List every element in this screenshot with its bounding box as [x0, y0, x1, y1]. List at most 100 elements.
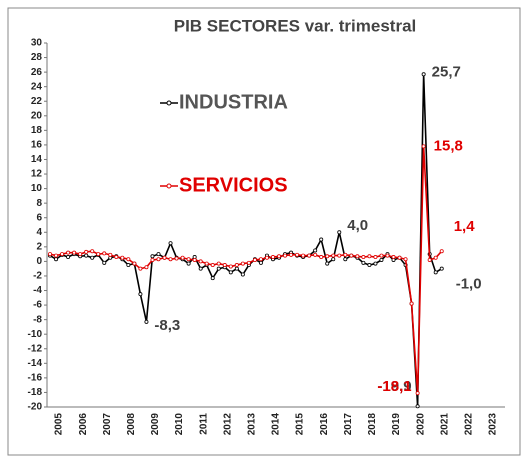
point — [132, 261, 137, 266]
value-label: 15,8 — [434, 137, 463, 154]
point — [343, 257, 348, 262]
point — [54, 257, 59, 262]
point — [331, 253, 336, 258]
point — [427, 257, 432, 262]
point — [66, 255, 71, 260]
point — [295, 252, 300, 257]
y-tick-label: 18 — [31, 125, 43, 136]
point — [385, 253, 390, 258]
point — [313, 252, 318, 257]
y-tick-label: -12 — [28, 343, 43, 354]
point — [319, 255, 324, 260]
y-tick-label: -16 — [28, 373, 43, 384]
point — [138, 292, 143, 297]
y-tick-label: -14 — [28, 358, 43, 369]
point — [72, 250, 77, 255]
legend-marker — [166, 183, 172, 189]
x-tick-label: 2007 — [102, 413, 113, 436]
point — [150, 254, 155, 259]
y-tick-label: -8 — [33, 314, 42, 325]
point — [48, 252, 53, 257]
point — [120, 255, 125, 260]
chart-frame — [7, 7, 521, 456]
x-tick-label: 2009 — [150, 413, 161, 436]
point — [367, 254, 372, 259]
y-tick-label: 28 — [31, 52, 43, 63]
point — [210, 276, 215, 281]
point — [102, 251, 107, 256]
y-tick-label: -10 — [28, 329, 43, 340]
x-tick-label: 2012 — [222, 413, 233, 436]
point — [84, 253, 89, 258]
x-tick-label: 2018 — [367, 413, 378, 436]
point — [391, 255, 396, 260]
point — [439, 249, 444, 254]
x-tick-label: 2016 — [319, 413, 330, 436]
point — [198, 266, 203, 271]
point — [138, 266, 143, 271]
point — [144, 319, 149, 324]
legend-label: SERVICIOS — [179, 174, 288, 196]
point — [403, 257, 408, 262]
point — [409, 301, 414, 306]
point — [373, 261, 378, 266]
point — [180, 255, 185, 260]
x-tick-label: 2013 — [247, 413, 258, 436]
point — [144, 265, 149, 270]
point — [186, 257, 191, 262]
point — [216, 261, 221, 266]
point — [222, 263, 227, 268]
point — [421, 72, 426, 77]
point — [319, 237, 324, 242]
point — [421, 144, 426, 149]
chart-title: PIB SECTORES var. trimestral — [174, 16, 417, 35]
point — [258, 260, 263, 265]
point — [90, 255, 95, 260]
point — [228, 270, 233, 275]
point — [114, 255, 119, 260]
y-tick-label: 0 — [36, 256, 42, 267]
point — [337, 230, 342, 235]
y-tick-label: 10 — [31, 183, 43, 194]
point — [349, 253, 354, 258]
x-tick-label: 2015 — [295, 413, 306, 436]
value-label: -19,9 — [377, 378, 411, 395]
point — [54, 253, 59, 258]
point — [240, 272, 245, 277]
y-tick-label: 20 — [31, 110, 43, 121]
point — [216, 266, 221, 271]
legend-label: INDUSTRIA — [179, 91, 288, 113]
point — [433, 270, 438, 275]
point — [234, 263, 239, 268]
point — [150, 257, 155, 262]
y-tick-label: 26 — [31, 67, 43, 78]
point — [168, 257, 173, 262]
y-tick-label: 12 — [31, 169, 43, 180]
point — [325, 254, 330, 259]
x-tick-label: 2014 — [271, 413, 282, 436]
value-label: 1,4 — [454, 218, 476, 235]
point — [126, 257, 131, 262]
y-tick-label: -2 — [33, 271, 42, 282]
point — [283, 253, 288, 258]
x-tick-label: 2008 — [126, 413, 137, 436]
point — [240, 261, 245, 266]
point — [60, 252, 65, 257]
x-tick-label: 2006 — [78, 413, 89, 436]
point — [198, 259, 203, 264]
point — [186, 261, 191, 266]
point — [126, 263, 131, 268]
point — [337, 253, 342, 258]
point — [301, 253, 306, 258]
point — [379, 257, 384, 262]
y-tick-label: 6 — [36, 212, 42, 223]
point — [234, 266, 239, 271]
y-tick-label: 16 — [31, 140, 43, 151]
x-tick-label: 2017 — [343, 413, 354, 436]
y-tick-label: 2 — [36, 241, 42, 252]
point — [361, 260, 366, 265]
value-label: 25,7 — [432, 63, 461, 80]
value-label: -8,3 — [154, 317, 180, 334]
y-tick-label: 4 — [36, 227, 42, 238]
point — [343, 252, 348, 257]
